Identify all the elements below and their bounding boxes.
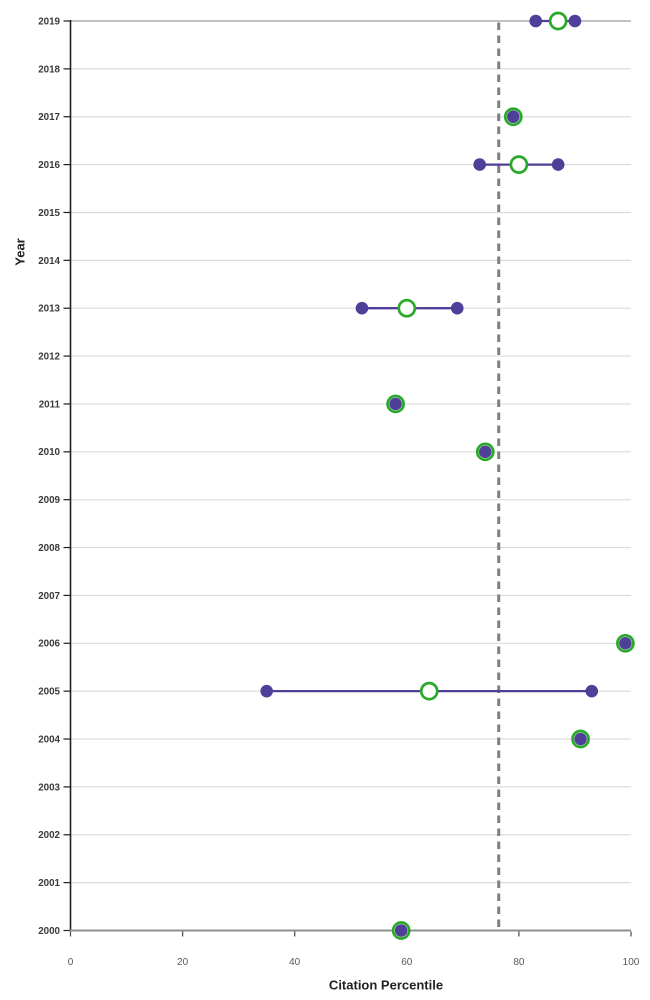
dot-marker <box>568 14 582 28</box>
y-tick-label: 2006 <box>38 639 60 650</box>
x-tick-label: 40 <box>289 957 301 968</box>
x-tick-label: 20 <box>177 957 189 968</box>
x-tick-label: 0 <box>68 957 74 968</box>
y-tick-label: 2004 <box>38 734 60 745</box>
dot-marker <box>551 158 565 171</box>
y-tick-label: 2016 <box>38 160 60 171</box>
dot-marker <box>529 14 543 28</box>
y-tick-label: 2007 <box>38 591 60 602</box>
x-tick-label: 100 <box>623 957 640 968</box>
dot-marker <box>574 732 587 746</box>
y-tick-label: 2019 <box>38 16 60 27</box>
y-tick-label: 2018 <box>38 64 60 75</box>
y-tick-label: 2001 <box>38 878 60 889</box>
y-tick-label: 2000 <box>38 926 60 937</box>
open-circle-marker <box>509 155 529 174</box>
dot-marker <box>450 301 464 315</box>
dot-marker <box>473 158 486 171</box>
y-tick-label: 2014 <box>38 256 60 267</box>
x-tick-label: 60 <box>401 957 413 968</box>
open-circle-marker <box>419 681 439 701</box>
x-tick-label: 80 <box>513 957 525 968</box>
y-tick-label: 2012 <box>38 352 60 363</box>
dot-marker <box>394 924 408 937</box>
dot-marker <box>619 636 632 650</box>
y-tick-label: 2011 <box>39 399 61 410</box>
y-axis-title: Year <box>12 238 28 266</box>
y-tick-label: 2003 <box>38 782 60 793</box>
open-circle-marker <box>397 298 417 318</box>
dot-marker <box>355 301 369 315</box>
y-tick-label: 2015 <box>38 208 60 219</box>
dot-marker <box>585 684 599 698</box>
dot-marker <box>389 397 402 411</box>
dot-marker <box>478 445 492 459</box>
dot-marker <box>506 110 520 124</box>
x-axis-title: Citation Percentile <box>328 977 444 993</box>
y-tick-label: 2002 <box>38 830 60 841</box>
y-tick-label: 2013 <box>38 304 60 315</box>
y-tick-label: 2008 <box>38 543 60 554</box>
dot-marker <box>260 684 273 698</box>
y-tick-label: 2009 <box>38 495 60 506</box>
y-tick-label: 2005 <box>38 687 60 698</box>
y-tick-label: 2010 <box>38 447 60 458</box>
open-circle-marker <box>548 11 568 31</box>
y-tick-label: 2017 <box>38 112 60 123</box>
